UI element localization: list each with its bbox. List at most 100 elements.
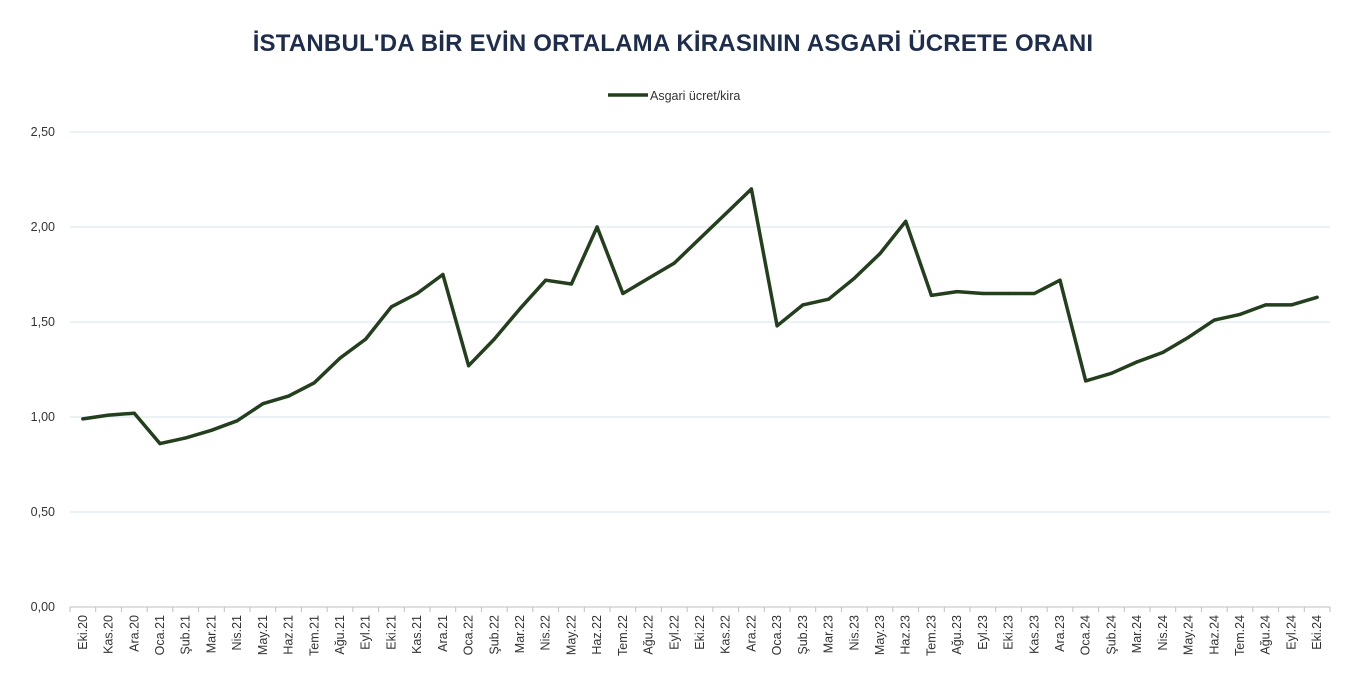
data-point xyxy=(518,307,522,311)
x-tick-label: Eyl.24 xyxy=(1284,615,1298,650)
data-point xyxy=(1186,335,1191,339)
data-point xyxy=(106,413,111,417)
data-point xyxy=(1289,303,1294,307)
data-point xyxy=(955,290,959,294)
x-tick-label: Ağu.21 xyxy=(333,615,347,655)
data-point xyxy=(698,236,702,240)
y-tick-label: 1,50 xyxy=(31,315,55,329)
x-tick-label: Tem.22 xyxy=(616,615,630,656)
data-point xyxy=(904,219,908,223)
chart-title: İSTANBUL'DA BİR EVİN ORTALAMA KİRASININ … xyxy=(252,30,1094,57)
x-tick-label: Şub.21 xyxy=(179,615,193,655)
x-tick-label: Şub.23 xyxy=(796,615,810,655)
x-tick-label: Ara.21 xyxy=(436,615,450,652)
data-point xyxy=(441,272,445,277)
x-tick-label: Kas.22 xyxy=(719,615,733,654)
x-tick-label: Eki.22 xyxy=(693,615,707,650)
y-tick-label: 0,50 xyxy=(31,505,55,519)
x-tick-label: Kas.23 xyxy=(1027,615,1041,654)
x-tick-label: Kas.20 xyxy=(102,615,116,654)
x-tick-label: Eki.23 xyxy=(1002,615,1016,650)
data-point xyxy=(389,305,394,309)
data-point xyxy=(132,411,136,415)
data-point xyxy=(235,419,239,423)
data-point xyxy=(1238,312,1242,316)
data-point xyxy=(878,252,882,256)
data-point xyxy=(801,303,805,307)
data-point xyxy=(1212,318,1216,322)
data-point xyxy=(1109,371,1114,375)
data-point xyxy=(981,291,985,296)
x-tick-label: Ağu.22 xyxy=(642,615,656,655)
data-point xyxy=(621,291,625,296)
x-tick-label: Eki.21 xyxy=(384,615,398,650)
x-tick-label: Haz.23 xyxy=(899,615,913,655)
x-tick-label: Ara.22 xyxy=(744,615,758,652)
data-point xyxy=(1032,291,1036,296)
x-tick-label: Oca.23 xyxy=(770,615,784,655)
x-tick-label: Mar.23 xyxy=(822,615,836,653)
data-point xyxy=(749,187,754,191)
x-tick-label: Eki.24 xyxy=(1310,615,1324,650)
x-tick-label: Mar.24 xyxy=(1130,615,1144,653)
data-point xyxy=(1264,303,1268,307)
x-tick-label: Nis.24 xyxy=(1156,615,1170,650)
x-tick-label: Eyl.23 xyxy=(976,615,990,650)
x-tick-label: Ara.23 xyxy=(1053,615,1067,652)
data-point xyxy=(1135,360,1139,364)
data-point xyxy=(184,436,188,440)
data-point xyxy=(415,291,419,296)
data-point xyxy=(929,293,934,297)
x-tick-label: Mar.22 xyxy=(513,615,527,653)
data-point xyxy=(1161,350,1165,354)
x-tick-label: Oca.22 xyxy=(462,615,476,655)
data-point xyxy=(364,337,368,341)
data-point xyxy=(492,337,496,341)
x-tick-label: Haz.22 xyxy=(590,615,604,655)
x-tick-label: May.24 xyxy=(1182,615,1196,655)
x-tick-label: Mar.21 xyxy=(204,615,218,653)
data-point xyxy=(261,402,265,406)
y-tick-label: 0,00 xyxy=(31,600,55,614)
y-tick-label: 1,00 xyxy=(31,410,55,424)
x-tick-label: May.23 xyxy=(873,615,887,655)
x-tick-label: Kas.21 xyxy=(410,615,424,654)
legend-label: Asgari ücret/kira xyxy=(650,89,740,103)
data-point xyxy=(81,417,85,421)
data-point xyxy=(1315,295,1319,299)
y-tick-label: 2,00 xyxy=(31,220,55,234)
x-tick-label: Haz.21 xyxy=(282,615,296,655)
x-tick-label: Oca.24 xyxy=(1079,615,1093,655)
x-tick-label: Şub.22 xyxy=(487,615,501,655)
data-point xyxy=(544,278,548,282)
data-point xyxy=(826,297,831,301)
data-point xyxy=(646,276,651,280)
x-tick-label: Ağu.23 xyxy=(950,615,964,655)
x-tick-label: Nis.23 xyxy=(847,615,861,650)
x-tick-label: Nis.22 xyxy=(539,615,553,650)
data-point xyxy=(286,394,291,398)
data-point xyxy=(569,282,574,286)
data-point xyxy=(672,261,676,265)
data-point xyxy=(595,225,599,229)
x-tick-label: Ağu.24 xyxy=(1259,615,1273,655)
x-tick-label: Tem.23 xyxy=(924,615,938,656)
data-point xyxy=(1058,278,1062,282)
x-tick-label: Tem.24 xyxy=(1233,615,1247,656)
x-tick-label: Eki.20 xyxy=(76,615,90,650)
x-tick-label: Eyl.22 xyxy=(667,615,681,650)
data-point xyxy=(312,381,316,385)
data-point xyxy=(775,324,779,328)
x-tick-label: Nis.21 xyxy=(230,615,244,650)
x-tick-label: May.22 xyxy=(564,615,578,655)
data-point xyxy=(466,364,471,368)
x-tick-label: Oca.21 xyxy=(153,615,167,655)
data-point xyxy=(1006,291,1011,296)
data-point xyxy=(852,276,856,280)
x-tick-label: May.21 xyxy=(256,615,270,655)
y-tick-label: 2,50 xyxy=(31,125,55,139)
x-tick-label: Şub.24 xyxy=(1104,615,1118,655)
data-point xyxy=(209,428,214,432)
